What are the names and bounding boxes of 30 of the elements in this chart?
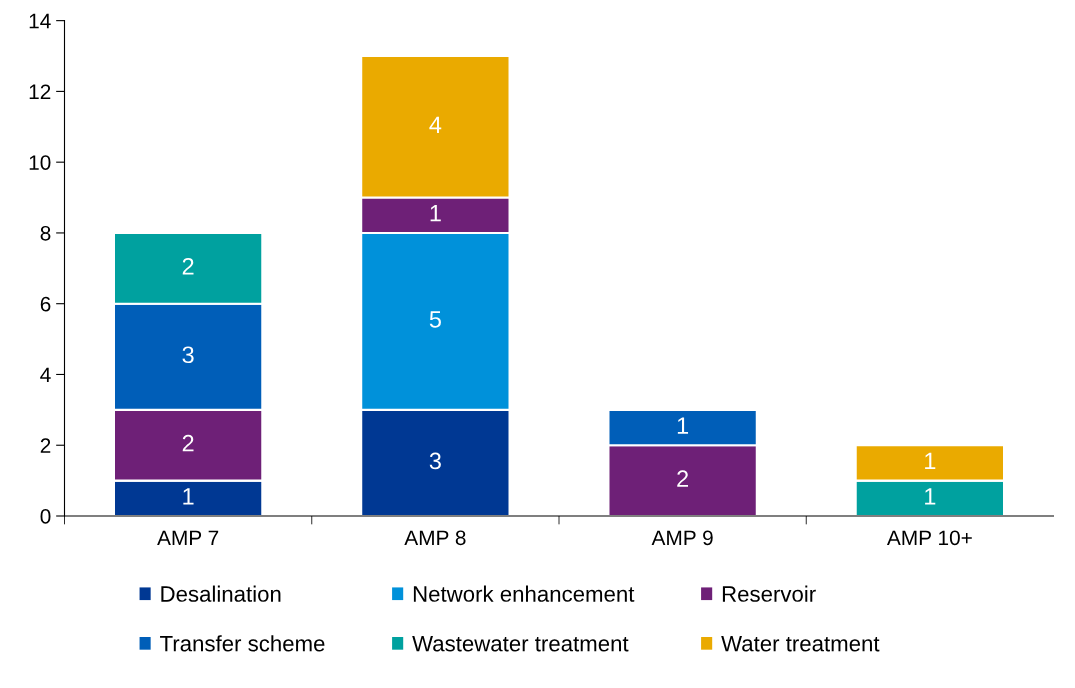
- y-tick-label: 2: [40, 438, 51, 453]
- x-tick-label: AMP 9: [651, 530, 713, 546]
- data-label: 3: [429, 452, 441, 470]
- data-label: 1: [925, 452, 936, 470]
- data-label: 3: [182, 346, 194, 364]
- data-label: 1: [925, 488, 936, 505]
- x-tick-label: AMP 7: [157, 530, 219, 545]
- y-tick-label: 6: [40, 296, 51, 312]
- x-tick-label: AMP 8: [404, 530, 466, 546]
- data-label: 1: [677, 417, 689, 434]
- data-label: 1: [430, 205, 441, 222]
- legend-label: Desalination: [161, 585, 281, 602]
- data-label: 2: [182, 434, 194, 452]
- data-label: 5: [429, 311, 441, 328]
- y-tick-label: 4: [40, 367, 51, 383]
- legend-label: Reservoir: [722, 585, 816, 602]
- y-tick-label: 8: [40, 225, 51, 241]
- y-tick-label: 0: [40, 509, 51, 524]
- data-label: 4: [429, 116, 442, 133]
- y-tick-label: 12: [29, 84, 51, 99]
- x-tick-label: AMP 10+: [886, 530, 972, 546]
- legend-label: Wastewater treatment: [412, 635, 629, 652]
- y-tick-label: 14: [29, 13, 51, 29]
- legend-label: Water treatment: [721, 635, 880, 652]
- data-label: 2: [182, 257, 194, 275]
- legend-label: Transfer scheme: [160, 635, 325, 652]
- data-label: 2: [677, 470, 689, 487]
- y-tick-label: 10: [29, 155, 51, 170]
- data-label: 1: [183, 488, 194, 505]
- legend-label: Network enhancement: [413, 585, 635, 602]
